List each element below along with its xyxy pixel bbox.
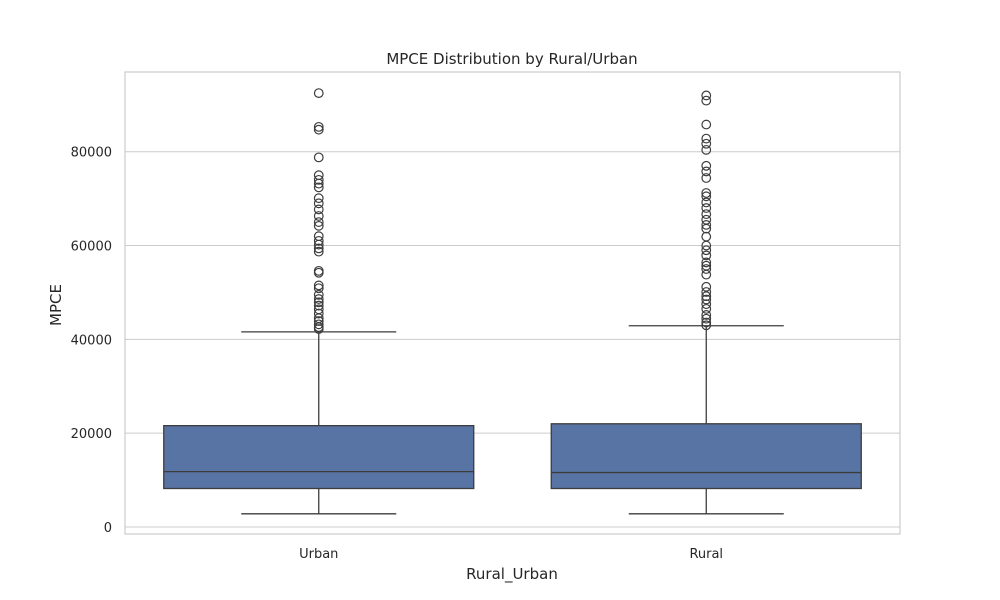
- outlier-point-urban-13: [313, 220, 324, 231]
- outlier-point-rural-24: [701, 269, 712, 280]
- outlier-point-rural-27: [701, 291, 712, 302]
- outlier-point-rural-29: [701, 299, 712, 310]
- outlier-point-rural-18: [701, 240, 712, 251]
- box-rural: [550, 90, 862, 515]
- y-tick-label-80000: 80000: [71, 146, 112, 161]
- outlier-point-urban-3: [313, 152, 324, 163]
- outlier-point-urban-25: [313, 297, 324, 308]
- outlier-point-rural-19: [701, 245, 712, 256]
- outlier-point-rural-7: [701, 166, 712, 177]
- outlier-point-rural-3: [701, 133, 712, 144]
- outlier-point-urban-30: [313, 316, 324, 326]
- outlier-point-urban-33: [313, 324, 324, 334]
- y-tick-labels: 0 20000 40000 60000 80000: [71, 146, 112, 536]
- y-tick-label-60000: 60000: [71, 240, 112, 255]
- y-tick-label-40000: 40000: [71, 333, 112, 348]
- outlier-point-rural-16: [701, 223, 712, 234]
- outlier-point-rural-2: [701, 119, 712, 130]
- outlier-point-rural-9: [701, 188, 712, 198]
- outlier-point-rural-0: [701, 90, 712, 101]
- outlier-point-rural-6: [701, 160, 712, 171]
- outlier-point-rural-26: [701, 287, 712, 297]
- outlier-point-urban-22: [313, 283, 324, 294]
- outlier-point-urban-9: [313, 198, 324, 209]
- outlier-point-urban-8: [313, 193, 324, 204]
- iqr-box-urban: [163, 425, 475, 490]
- chart-title: MPCE Distribution by Rural/Urban: [386, 50, 637, 68]
- outlier-point-rural-33: [701, 317, 712, 328]
- outlier-point-rural-32: [701, 313, 712, 324]
- outlier-point-rural-4: [701, 138, 712, 149]
- outlier-point-urban-23: [313, 289, 324, 300]
- y-tick-label-0: 0: [104, 521, 112, 536]
- outlier-point-urban-20: [313, 267, 324, 278]
- outlier-point-urban-6: [313, 178, 324, 189]
- outlier-point-urban-12: [313, 217, 324, 227]
- outlier-point-urban-24: [313, 294, 324, 304]
- outlier-point-rural-12: [701, 203, 712, 213]
- outlier-point-rural-25: [701, 281, 712, 292]
- outlier-point-rural-10: [701, 191, 712, 202]
- outlier-point-rural-8: [701, 173, 712, 183]
- x-tick-label-rural: Rural: [689, 547, 723, 562]
- outlier-point-rural-34: [701, 320, 712, 331]
- outlier-point-rural-5: [701, 144, 712, 155]
- box-urban: [163, 88, 475, 515]
- y-tick-label-20000: 20000: [71, 427, 112, 442]
- outlier-point-urban-21: [313, 280, 324, 291]
- outlier-point-urban-31: [313, 319, 324, 330]
- outlier-point-urban-5: [313, 174, 324, 185]
- plot-frame: [124, 71, 901, 535]
- outlier-point-urban-15: [313, 235, 324, 246]
- outlier-point-rural-31: [701, 310, 712, 320]
- outlier-point-urban-2: [313, 124, 324, 135]
- outlier-point-urban-28: [313, 308, 324, 319]
- outlier-point-urban-1: [313, 121, 324, 132]
- x-tick-label-urban: Urban: [299, 547, 338, 562]
- outlier-point-rural-23: [701, 264, 712, 274]
- outlier-point-rural-20: [701, 250, 712, 261]
- outlier-point-urban-10: [313, 204, 324, 215]
- outlier-point-urban-0: [313, 88, 324, 99]
- x-tick-labels: Urban Rural: [299, 547, 723, 562]
- y-axis-label: MPCE: [47, 284, 65, 326]
- outlier-point-urban-17: [313, 243, 324, 254]
- outlier-point-rural-1: [701, 95, 712, 106]
- outlier-point-rural-15: [701, 220, 712, 230]
- outlier-point-rural-30: [701, 303, 712, 314]
- outlier-point-rural-13: [701, 209, 712, 220]
- iqr-box-rural: [550, 423, 862, 490]
- outlier-point-urban-16: [313, 239, 324, 250]
- outlier-point-urban-7: [313, 182, 324, 193]
- outlier-point-rural-28: [701, 294, 712, 305]
- outlier-point-urban-11: [313, 211, 324, 221]
- outlier-point-rural-11: [701, 197, 712, 208]
- outlier-point-urban-26: [313, 300, 324, 311]
- boxes: [163, 88, 862, 515]
- outlier-point-rural-21: [701, 257, 712, 268]
- outlier-point-urban-18: [313, 246, 324, 257]
- x-axis-label: Rural_Urban: [466, 565, 558, 584]
